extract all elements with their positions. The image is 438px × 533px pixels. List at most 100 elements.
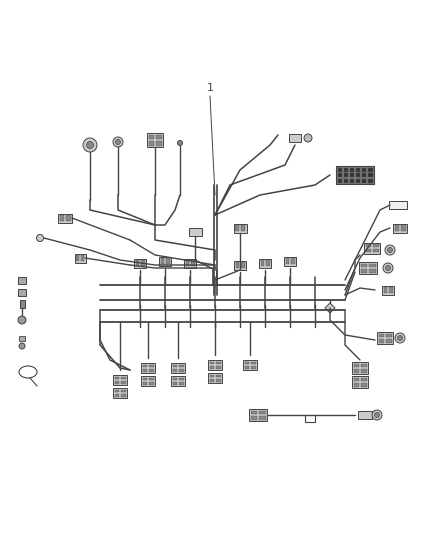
Bar — [216, 379, 220, 382]
Bar — [261, 260, 264, 266]
Bar — [173, 382, 177, 384]
Bar — [365, 249, 371, 252]
Circle shape — [385, 265, 391, 271]
Bar — [350, 173, 354, 177]
Bar — [389, 287, 392, 293]
Bar — [173, 365, 177, 367]
Circle shape — [116, 140, 120, 144]
Bar — [171, 376, 185, 386]
Bar — [353, 369, 359, 373]
Bar — [361, 377, 367, 381]
Bar — [358, 411, 372, 419]
Bar — [18, 277, 26, 284]
Bar — [360, 269, 367, 272]
Bar — [386, 339, 392, 343]
Circle shape — [36, 235, 43, 241]
Bar — [373, 244, 378, 247]
Bar — [356, 167, 360, 172]
Bar — [149, 382, 153, 384]
Bar — [362, 173, 367, 177]
Bar — [286, 258, 289, 264]
Bar — [364, 243, 380, 254]
Bar — [361, 369, 367, 373]
Bar — [114, 381, 119, 384]
Circle shape — [18, 316, 26, 324]
Bar — [266, 260, 269, 266]
Bar — [179, 377, 184, 380]
Bar — [160, 258, 164, 264]
Bar — [401, 225, 406, 231]
Bar — [338, 167, 342, 172]
Bar — [368, 173, 372, 177]
Bar — [81, 255, 84, 261]
Bar — [179, 369, 184, 372]
Bar — [352, 362, 368, 374]
Bar — [336, 166, 374, 184]
Bar — [241, 225, 245, 231]
Bar — [249, 409, 267, 421]
Bar — [216, 375, 220, 377]
Bar — [244, 361, 249, 364]
Bar — [121, 390, 126, 392]
Bar — [209, 366, 214, 368]
Bar — [382, 286, 394, 295]
Bar — [369, 269, 375, 272]
Circle shape — [304, 134, 312, 142]
Bar — [156, 134, 162, 139]
Bar — [359, 262, 377, 274]
Bar — [149, 377, 153, 380]
Bar — [289, 134, 301, 142]
Bar — [241, 262, 244, 268]
Bar — [291, 258, 294, 264]
Bar — [191, 260, 194, 266]
Bar — [353, 377, 359, 381]
Bar — [216, 366, 220, 368]
Circle shape — [372, 410, 382, 420]
Bar — [60, 215, 64, 221]
Bar — [209, 375, 214, 377]
Bar — [365, 244, 371, 247]
Bar — [216, 361, 220, 364]
Circle shape — [19, 343, 25, 349]
Bar — [244, 366, 249, 368]
Bar — [209, 361, 214, 364]
Bar — [353, 383, 359, 386]
Circle shape — [388, 247, 392, 253]
Bar — [368, 167, 372, 172]
Bar — [58, 214, 72, 222]
Bar — [378, 334, 384, 337]
Bar — [142, 369, 147, 372]
Bar — [121, 381, 126, 384]
Bar — [352, 376, 368, 388]
Bar — [378, 339, 384, 343]
Bar — [361, 364, 367, 367]
Bar — [18, 288, 26, 295]
Bar — [141, 376, 155, 386]
Bar — [368, 179, 372, 182]
Bar — [350, 179, 354, 182]
Circle shape — [374, 413, 379, 417]
Bar — [148, 141, 154, 146]
Bar — [166, 258, 170, 264]
Bar — [209, 379, 214, 382]
Circle shape — [385, 245, 395, 255]
Bar — [147, 133, 163, 147]
Bar — [173, 369, 177, 372]
Bar — [362, 167, 367, 172]
Bar — [149, 365, 153, 367]
Bar — [233, 223, 247, 232]
Bar — [148, 134, 154, 139]
Bar — [251, 361, 255, 364]
Bar — [159, 256, 171, 265]
Bar — [377, 332, 393, 344]
Circle shape — [113, 137, 123, 147]
Circle shape — [383, 263, 393, 273]
Bar — [360, 263, 367, 267]
Bar — [393, 223, 407, 232]
Bar — [284, 256, 296, 265]
Bar — [184, 259, 196, 268]
Bar — [149, 369, 153, 372]
Circle shape — [83, 138, 97, 152]
Bar — [361, 383, 367, 386]
Bar — [19, 335, 25, 341]
